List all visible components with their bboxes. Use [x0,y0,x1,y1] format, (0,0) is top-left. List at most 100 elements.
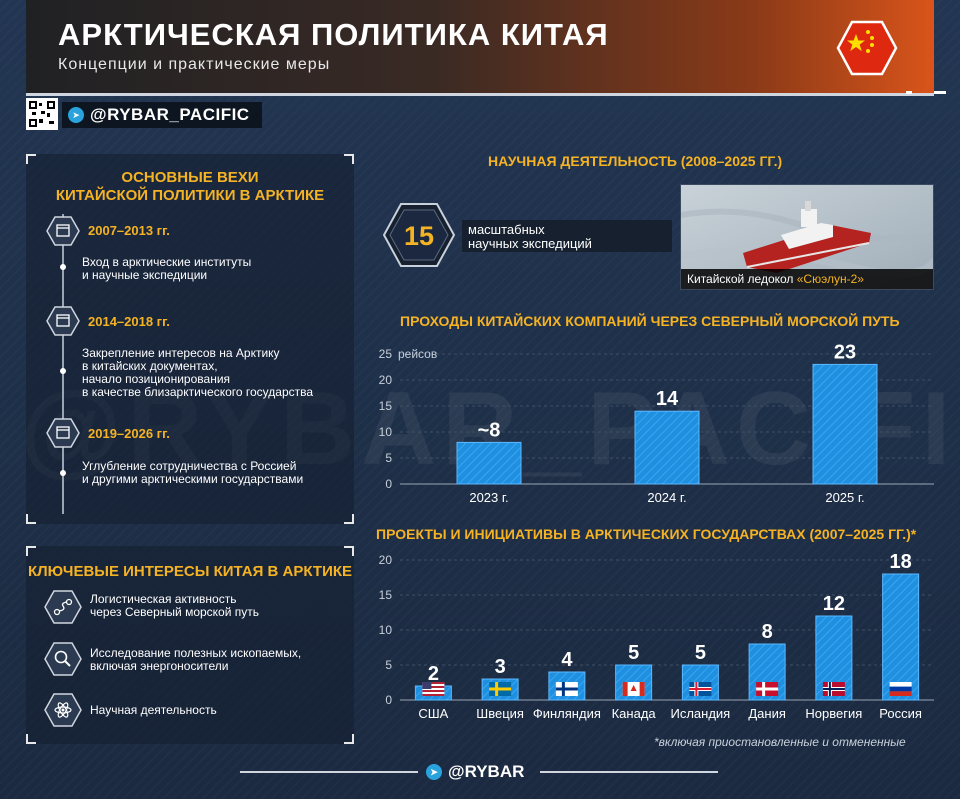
interest-text: Логистическая активность через Северный … [90,593,259,619]
data-label: 5 [695,642,706,664]
category-label: 2023 г. [469,490,508,505]
bar [634,410,700,485]
data-label: 18 [890,551,912,573]
category-label: Россия [879,706,922,721]
y-tick-label: 5 [385,451,392,465]
frame-corner [344,546,354,556]
milestone-line: начало позиционирования [82,372,231,386]
footer-line-right [540,771,718,773]
y-tick-label: 15 [379,588,393,602]
data-label: 12 [823,593,845,615]
data-label: 5 [628,642,639,664]
y-tick-label: 20 [379,553,393,567]
projects-chart-title: ПРОЕКТЫ И ИНИЦИАТИВЫ В АРКТИЧЕСКИХ ГОСУД… [376,526,917,542]
chart-footnote: *включая приостановленные и отмененные [654,735,906,749]
interest-text: Исследование полезных ископаемых, включа… [90,647,301,673]
category-label: Финляндия [533,706,601,721]
magnifier-icon [44,642,82,676]
footer-handle[interactable]: ➤ @RYBAR [426,762,524,782]
calendar-icon [46,418,80,448]
science-title: НАУЧНАЯ ДЕЯТЕЛЬНОСТЬ (2008–2025 ГГ.) [488,153,783,169]
timeline-dot [60,368,66,374]
y-tick-label: 0 [385,693,392,707]
interests-panel: КЛЮЧЕВЫЕ ИНТЕРЕСЫ КИТАЯ В АРКТИКЕ Логист… [26,546,354,744]
y-tick-label: 20 [379,373,393,387]
y-tick-label: 15 [379,399,393,413]
photo-caption-name: «Сюэлун-2» [796,272,864,286]
milestone-period: 2014–2018 гг. [88,314,170,329]
page-title: АРКТИЧЕСКАЯ ПОЛИТИКА КИТАЯ [58,17,609,52]
bar [456,441,522,485]
interest-line: Научная деятельность [90,703,217,717]
timeline-dot [60,470,66,476]
telegram-handle-bar[interactable]: ➤ @RYBAR_PACIFIC [62,102,262,128]
frame-corner [26,154,36,164]
header-ticks [906,91,946,94]
stat-value: 15 [404,221,434,251]
icebreaker-photo: Китайской ледокол «Сюэлун-2» [680,184,934,290]
usa-flag-icon [422,682,445,696]
data-label: 14 [656,388,679,410]
milestone-line: Вход в арктические институты [82,255,252,269]
telegram-handle: @RYBAR_PACIFIC [90,105,250,124]
category-label: Канада [612,706,657,721]
header-banner: АРКТИЧЕСКАЯ ПОЛИТИКА КИТАЯ Концепции и п… [26,0,946,96]
canada-flag-icon [622,682,645,696]
stat-hexagon: 15 [382,203,456,267]
footer-handle-text: @RYBAR [448,762,525,781]
finland-flag-icon [555,682,578,696]
frame-corner [344,154,354,164]
category-label: США [418,706,448,721]
qr-code-icon[interactable] [26,98,58,130]
interest-text: Научная деятельность [90,704,217,717]
data-label: 8 [762,621,773,643]
y-axis-label: рейсов [398,347,437,361]
data-label: 4 [561,649,573,671]
category-label: Исландия [671,706,731,721]
timeline-line [62,214,64,514]
milestones-title-line2: КИТАЙСКОЙ ПОЛИТИКИ В АРКТИКЕ [55,187,325,204]
iceland-flag-icon [689,682,712,696]
telegram-icon: ➤ [68,107,84,123]
milestone-period: 2019–2026 гг. [88,426,170,441]
interest-line: Исследование полезных ископаемых, [90,646,302,660]
milestone-line: Закрепление интересов на Арктику [82,346,280,360]
category-label: 2024 г. [647,490,686,505]
category-label: Дания [748,706,786,721]
data-label: ~8 [478,419,501,441]
y-tick-label: 0 [385,477,392,491]
stat-description: масштабных научных экспедиций [462,220,672,252]
data-label: 23 [834,341,856,363]
bar [812,363,878,485]
category-label: Швеция [476,706,524,721]
atom-icon [44,693,82,727]
frame-corner [344,514,354,524]
interest-line: через Северный морской путь [90,605,260,619]
milestone-line: Углубление сотрудничества с Россией [82,459,297,473]
y-tick-label: 10 [379,425,393,439]
russia-flag-icon [889,682,912,696]
nsr-transits-chart: 0 5 10 15 20 25 рейсов ~8 2023 г. 14 2024 г. 23 2025… [379,341,934,505]
photo-caption: Китайской ледокол «Сюэлун-2» [681,269,933,289]
y-tick-label: 25 [379,347,393,361]
frame-corner [26,546,36,556]
calendar-icon [46,306,80,336]
milestone-line: в качестве близарктического государства [82,385,314,399]
projects-chart: 0 5 10 15 20 2 США 3 Швеция 4 Финляндия 5 Канада 5 Исл… [379,551,934,721]
milestone-text: Закрепление интересов на Арктику в китай… [82,347,313,399]
interest-line: включая энергоносители [90,659,229,673]
milestones-title-line1: ОСНОВНЫЕ ВЕХИ [121,169,259,186]
milestone-line: и научные экспедиции [82,268,208,282]
milestone-line: и другими арктическими государствами [82,472,304,486]
photo-caption-prefix: Китайской ледокол [687,272,797,286]
norway-flag-icon [822,682,845,696]
frame-corner [344,734,354,744]
interest-line: Логистическая активность [90,592,237,606]
china-flag-icon [836,20,898,76]
milestone-line: в китайских документах, [82,359,218,373]
route-icon [44,590,82,624]
milestone-text: Вход в арктические институты и научные э… [82,256,251,282]
category-label: 2025 г. [825,490,864,505]
sweden-flag-icon [489,682,512,696]
denmark-flag-icon [756,682,779,696]
